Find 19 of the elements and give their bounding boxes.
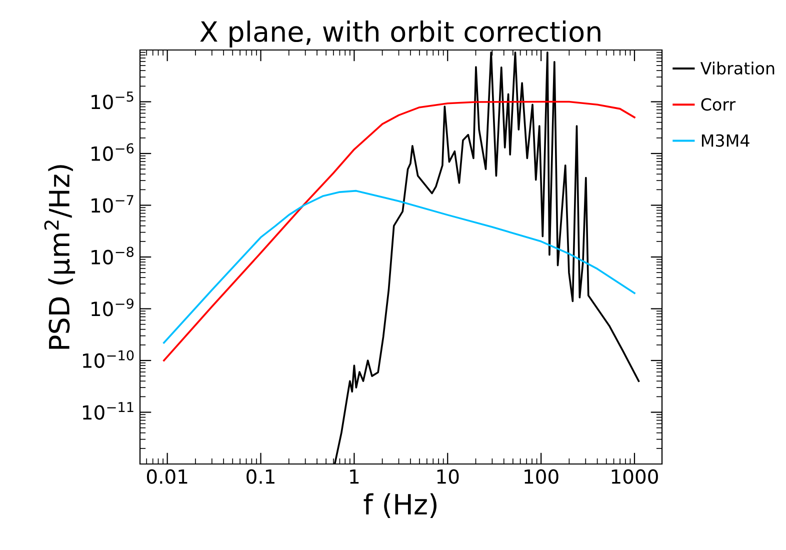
y-tick-label: 10$^{−8}$ <box>92 246 134 265</box>
y-tick-label: 10$^{−10}$ <box>83 350 134 368</box>
legend-label: M3M4 <box>702 134 750 147</box>
x-axis-title: f (Hz) <box>364 493 436 518</box>
y-tick-label: 10$^{−9}$ <box>92 298 134 316</box>
y-tick-label: 10$^{−5}$ <box>92 92 134 110</box>
x-tick-label: 1000 <box>612 469 658 484</box>
x-tick-label: 0.1 <box>246 469 274 484</box>
x-tick-label: 1 <box>350 469 359 484</box>
x-tick-label: 100 <box>524 469 558 484</box>
y-tick-label: 10$^{−6}$ <box>92 143 134 162</box>
legend-label: Corr <box>701 98 736 111</box>
x-tick-label: 10 <box>437 469 459 484</box>
y-axis-title: PSD (μm$^{2}$/Hz) <box>44 165 76 349</box>
y-tick-label: 10$^{−11}$ <box>83 402 134 420</box>
y-tick-label: 10$^{−7}$ <box>92 195 134 213</box>
chart-title: X plane, with orbit correction <box>200 20 600 48</box>
legend-label: Vibration <box>700 62 774 75</box>
x-tick-label: 0.01 <box>146 469 188 484</box>
